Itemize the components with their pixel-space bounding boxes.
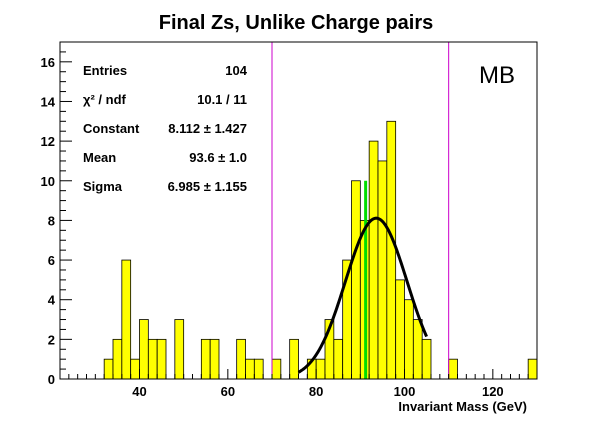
stat-label: χ² / ndf (83, 92, 127, 107)
stat-label: Entries (83, 63, 127, 78)
stat-value: 6.985 ± 1.155 (168, 179, 247, 194)
x-tick-label: 80 (309, 384, 323, 399)
histogram-bin (315, 358, 326, 380)
histogram-bin (421, 338, 432, 380)
mb-annotation: MB (479, 62, 515, 89)
vertical-lines-group (271, 42, 450, 379)
histogram-bin (395, 279, 405, 380)
histogram-bin (130, 358, 140, 380)
stat-label: Mean (83, 150, 116, 165)
histogram-bin (412, 319, 423, 380)
stat-value: 8.112 ± 1.427 (168, 121, 247, 136)
histogram-bin (386, 120, 397, 380)
histogram-bin (121, 259, 132, 380)
x-tick-label: 120 (482, 384, 504, 399)
x-tick-label: 40 (132, 384, 146, 399)
stat-value: 104 (225, 63, 247, 78)
y-tick-label: 10 (41, 174, 55, 189)
y-tick-label: 16 (41, 55, 55, 70)
x-axis-label: Invariant Mass (GeV) (398, 399, 527, 414)
y-tick-label: 6 (48, 253, 55, 268)
histogram-bin (112, 338, 123, 380)
histogram-bin (448, 358, 458, 380)
histogram-bin (527, 358, 538, 380)
x-tick-label: 100 (394, 384, 416, 399)
histogram-bin (289, 338, 299, 380)
stat-value: 10.1 / 11 (197, 92, 247, 107)
histogram-bin (351, 180, 361, 380)
x-tick-label: 60 (221, 384, 235, 399)
histogram-bin (147, 338, 158, 380)
y-tick-label: 4 (48, 293, 56, 308)
histogram-bin (333, 338, 344, 380)
histogram-bin (139, 319, 149, 380)
histogram-bin (377, 160, 388, 380)
histogram-bin (209, 338, 220, 380)
histogram-bin (271, 358, 282, 380)
stats-box: Entries 104 χ² / ndf 10.1 / 11 Constant 8.112… (83, 63, 248, 194)
y-tick-label: 8 (48, 213, 55, 228)
y-axis-ticks: 0 2 4 6 8 10 12 14 16 (41, 41, 72, 387)
stat-label: Sigma (83, 179, 123, 194)
x-axis-ticks: 40 60 80 100 120 (59, 369, 538, 399)
stat-value: 93.6 ± 1.0 (189, 150, 247, 165)
histogram-bin (236, 338, 246, 380)
histogram-bin (200, 338, 211, 380)
histogram-bin (174, 319, 185, 380)
histogram-bin (245, 358, 255, 380)
gaussian-fit-curve (297, 216, 428, 374)
histogram-bin (368, 140, 379, 380)
y-tick-label: 12 (41, 134, 55, 149)
y-tick-label: 0 (48, 372, 55, 387)
bars-group (103, 120, 538, 380)
chart-title: Final Zs, Unlike Charge pairs (159, 12, 434, 34)
plot-frame (59, 41, 538, 380)
histogram-bin (404, 299, 414, 380)
histogram-bin (103, 358, 114, 380)
stat-label: Constant (83, 121, 140, 136)
y-tick-label: 2 (48, 332, 55, 347)
y-tick-label: 14 (41, 94, 56, 109)
histogram-bin (253, 358, 264, 380)
histogram-bin (156, 338, 167, 380)
